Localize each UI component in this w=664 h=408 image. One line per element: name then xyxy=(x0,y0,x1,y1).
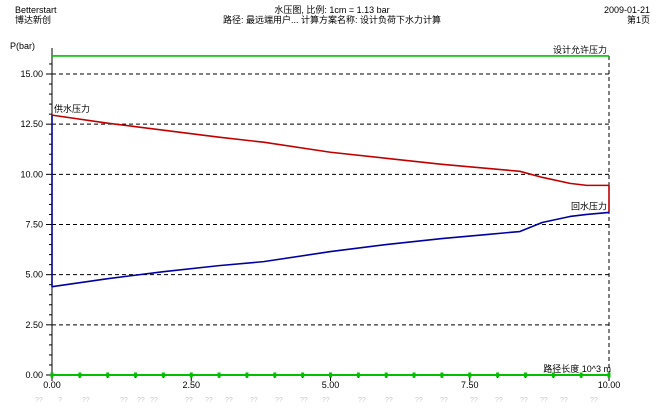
ghost-text: ?? xyxy=(82,397,90,404)
ghost-text: ?? xyxy=(520,397,528,404)
baseline-marker xyxy=(161,372,165,378)
x-tick-label: 5.00 xyxy=(322,380,340,390)
baseline-marker xyxy=(384,372,388,378)
ghost-text: ? xyxy=(58,397,62,404)
baseline-marker xyxy=(356,372,360,378)
ghost-text: ?? xyxy=(205,397,213,404)
baseline-marker xyxy=(273,372,277,378)
baseline-marker xyxy=(468,372,472,378)
ghost-text: ?? xyxy=(137,397,145,404)
x-tick-label: 2.50 xyxy=(182,380,200,390)
x-tick-label: 10.00 xyxy=(598,380,621,390)
x-tick-label: 0.00 xyxy=(43,380,61,390)
print-date: 2009-01-21 xyxy=(603,5,650,15)
baseline-marker xyxy=(412,372,416,378)
ghost-text: ?? xyxy=(185,397,193,404)
ghost-text: ?? xyxy=(358,397,366,404)
ghost-text: ?? xyxy=(322,397,330,404)
baseline-marker xyxy=(217,372,221,378)
y-tick-label: 12.50 xyxy=(20,119,43,129)
return-pressure-label: 回水压力 xyxy=(571,200,607,211)
baseline-marker xyxy=(134,372,138,378)
baseline-marker xyxy=(523,372,527,378)
page-number: 第1页 xyxy=(626,15,650,25)
design-pressure-label: 设计允许压力 xyxy=(553,44,607,55)
ghost-text: ?? xyxy=(300,397,308,404)
y-tick-label: 5.00 xyxy=(25,270,43,280)
ghost-text: ?? xyxy=(560,397,568,404)
baseline-marker xyxy=(189,372,193,378)
ghost-text: ?? xyxy=(275,397,283,404)
baseline-marker xyxy=(50,372,54,378)
ghost-text: ?? xyxy=(35,397,43,404)
baseline-marker xyxy=(440,372,444,378)
y-tick-label: 2.50 xyxy=(25,320,43,330)
baseline-marker xyxy=(496,372,500,378)
axis-layer: 0.00 2.50 5.00 7.50 10.00 12.50 15.00 0.00 2.50 5… xyxy=(20,48,620,390)
baseline-marker xyxy=(78,372,82,378)
app-name: Betterstart xyxy=(15,5,57,15)
y-tick-label: 15.00 xyxy=(20,69,43,79)
series-line-2 xyxy=(51,115,610,288)
x-axis-label: 路径长度 10^3 m xyxy=(543,363,611,374)
ghost-text: ?? xyxy=(385,397,393,404)
ghost-text: ?? xyxy=(470,397,478,404)
series-line-1 xyxy=(51,114,610,213)
ghost-text: ?? xyxy=(225,397,233,404)
baseline-marker xyxy=(551,372,555,378)
y-tick-label: 0.00 xyxy=(25,370,43,380)
ghost-text: ?? xyxy=(415,397,423,404)
ghost-text: ?? xyxy=(495,397,503,404)
series-layer xyxy=(50,55,611,378)
y-axis-label: P(bar) xyxy=(10,41,35,51)
ghost-text: ?? xyxy=(150,397,158,404)
baseline-marker xyxy=(106,372,110,378)
baseline-marker xyxy=(301,372,305,378)
grid-layer xyxy=(52,55,610,375)
supply-pressure-label: 供水压力 xyxy=(54,103,90,114)
baseline-marker xyxy=(579,372,583,378)
y-tick-label: 10.00 xyxy=(20,169,43,179)
ghost-text: ?? xyxy=(120,397,128,404)
ghost-text: ?? xyxy=(540,397,548,404)
ghost-text: ?? xyxy=(440,397,448,404)
y-tick-label: 7.50 xyxy=(25,220,43,230)
chart-subtitle: 路径: 最远端用户... 计算方案名称: 设计负荷下水力计算 xyxy=(222,15,441,25)
baseline-marker xyxy=(245,372,249,378)
app-subtitle: 博达新创 xyxy=(15,15,52,25)
baseline-marker xyxy=(329,372,332,378)
baseline-marker xyxy=(607,372,611,378)
ghost-text: ?? xyxy=(590,397,598,404)
x-tick-label: 7.50 xyxy=(461,380,479,390)
chart-title: 水压图, 比例: 1cm = 1.13 bar xyxy=(274,5,390,15)
ghost-text: ?? xyxy=(250,397,258,404)
